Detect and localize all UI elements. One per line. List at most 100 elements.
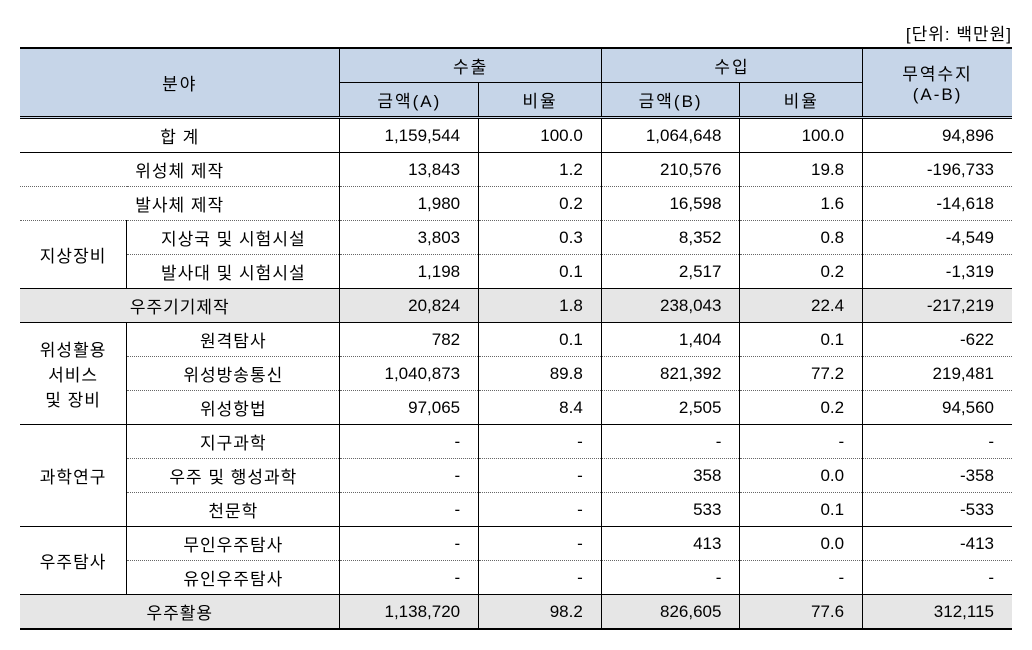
- header-field: 분야: [20, 48, 340, 118]
- table-row: 우주기기제작 20,824 1.8 238,043 22.4 -217,219: [20, 289, 1012, 323]
- row-nav-label: 위성항법: [127, 391, 340, 425]
- cell: -: [479, 527, 602, 561]
- header-balance: 무역수지 (A-B): [863, 48, 1012, 118]
- row-space-sci-label: 우주 및 행성과학: [127, 459, 340, 493]
- cell: 0.3: [479, 221, 602, 255]
- cell: -622: [863, 323, 1012, 357]
- cell: 2,517: [601, 255, 740, 289]
- cell: 219,481: [863, 357, 1012, 391]
- cell: 19.8: [740, 153, 863, 187]
- cell: 210,576: [601, 153, 740, 187]
- cell: -: [863, 561, 1012, 595]
- cell: -: [479, 493, 602, 527]
- cell: -: [340, 561, 479, 595]
- cell: 0.2: [479, 187, 602, 221]
- row-total-label: 합 계: [20, 118, 340, 153]
- row-astro-label: 천문학: [127, 493, 340, 527]
- cell: 0.0: [740, 459, 863, 493]
- row-earth-label: 지구과학: [127, 425, 340, 459]
- cell: 16,598: [601, 187, 740, 221]
- row-group-ground: 지상장비: [20, 221, 127, 289]
- cell: 0.1: [479, 255, 602, 289]
- cell: 1,040,873: [340, 357, 479, 391]
- row-group-science: 과학연구: [20, 425, 127, 527]
- row-launch-label: 발사체 제작: [20, 187, 340, 221]
- cell: 8.4: [479, 391, 602, 425]
- row-group-explore: 우주탐사: [20, 527, 127, 595]
- header-import: 수입: [601, 48, 862, 83]
- header-ratio-2: 비율: [740, 83, 863, 118]
- cell: -: [601, 425, 740, 459]
- table-row: 지상장비 지상국 및 시험시설 3,803 0.3 8,352 0.8 -4,5…: [20, 221, 1012, 255]
- cell: 13,843: [340, 153, 479, 187]
- cell: 1,159,544: [340, 118, 479, 153]
- cell: 20,824: [340, 289, 479, 323]
- cell: 22.4: [740, 289, 863, 323]
- cell: -: [340, 493, 479, 527]
- table-row: 천문학 - - 533 0.1 -533: [20, 493, 1012, 527]
- cell: 1,064,648: [601, 118, 740, 153]
- table-row: 유인우주탐사 - - - - -: [20, 561, 1012, 595]
- unit-label: [단위: 백만원]: [20, 20, 1012, 45]
- row-remote-label: 원격탐사: [127, 323, 340, 357]
- cell: 0.1: [740, 323, 863, 357]
- row-satellite-label: 위성체 제작: [20, 153, 340, 187]
- cell: 358: [601, 459, 740, 493]
- cell: 1,404: [601, 323, 740, 357]
- cell: -4,549: [863, 221, 1012, 255]
- cell: -14,618: [863, 187, 1012, 221]
- cell: -413: [863, 527, 1012, 561]
- table-row: 과학연구 지구과학 - - - - -: [20, 425, 1012, 459]
- row-unmanned-label: 무인우주탐사: [127, 527, 340, 561]
- row-space-equip-label: 우주기기제작: [20, 289, 340, 323]
- cell: 89.8: [479, 357, 602, 391]
- cell: 0.2: [740, 391, 863, 425]
- cell: 2,505: [601, 391, 740, 425]
- cell: -: [740, 425, 863, 459]
- cell: 3,803: [340, 221, 479, 255]
- cell: -: [479, 561, 602, 595]
- row-broadcast-label: 위성방송통신: [127, 357, 340, 391]
- trade-table: 분야 수출 수입 무역수지 (A-B) 금액(A) 비율 금액(B) 비율 합 …: [20, 47, 1012, 630]
- table-row: 위성활용 서비스 및 장비 원격탐사 782 0.1 1,404 0.1 -62…: [20, 323, 1012, 357]
- header-ratio-1: 비율: [479, 83, 602, 118]
- cell: -: [863, 425, 1012, 459]
- cell: 100.0: [740, 118, 863, 153]
- cell: 413: [601, 527, 740, 561]
- cell: -358: [863, 459, 1012, 493]
- cell: -: [740, 561, 863, 595]
- cell: 821,392: [601, 357, 740, 391]
- table-row: 합 계 1,159,544 100.0 1,064,648 100.0 94,8…: [20, 118, 1012, 153]
- cell: 782: [340, 323, 479, 357]
- cell: -196,733: [863, 153, 1012, 187]
- row-group-sat-service: 위성활용 서비스 및 장비: [20, 323, 127, 425]
- cell: -: [340, 527, 479, 561]
- table-row: 위성항법 97,065 8.4 2,505 0.2 94,560: [20, 391, 1012, 425]
- cell: 238,043: [601, 289, 740, 323]
- cell: -: [479, 459, 602, 493]
- cell: -: [340, 425, 479, 459]
- cell: 0.8: [740, 221, 863, 255]
- row-manned-label: 유인우주탐사: [127, 561, 340, 595]
- cell: 1.6: [740, 187, 863, 221]
- cell: 1.8: [479, 289, 602, 323]
- header-amount-b: 금액(B): [601, 83, 740, 118]
- cell: 77.2: [740, 357, 863, 391]
- cell: 94,560: [863, 391, 1012, 425]
- table-row: 위성방송통신 1,040,873 89.8 821,392 77.2 219,4…: [20, 357, 1012, 391]
- cell: 97,065: [340, 391, 479, 425]
- table-row: 우주 및 행성과학 - - 358 0.0 -358: [20, 459, 1012, 493]
- cell: -217,219: [863, 289, 1012, 323]
- cell: 0.1: [479, 323, 602, 357]
- cell: 1.2: [479, 153, 602, 187]
- cell: -: [340, 459, 479, 493]
- cell: 0.2: [740, 255, 863, 289]
- header-row-1: 분야 수출 수입 무역수지 (A-B): [20, 48, 1012, 83]
- row-ground2-label: 발사대 및 시험시설: [127, 255, 340, 289]
- cell: 94,896: [863, 118, 1012, 153]
- cell: 1,198: [340, 255, 479, 289]
- header-export: 수출: [340, 48, 601, 83]
- cell: 100.0: [479, 118, 602, 153]
- table-row: 위성체 제작 13,843 1.2 210,576 19.8 -196,733: [20, 153, 1012, 187]
- header-amount-a: 금액(A): [340, 83, 479, 118]
